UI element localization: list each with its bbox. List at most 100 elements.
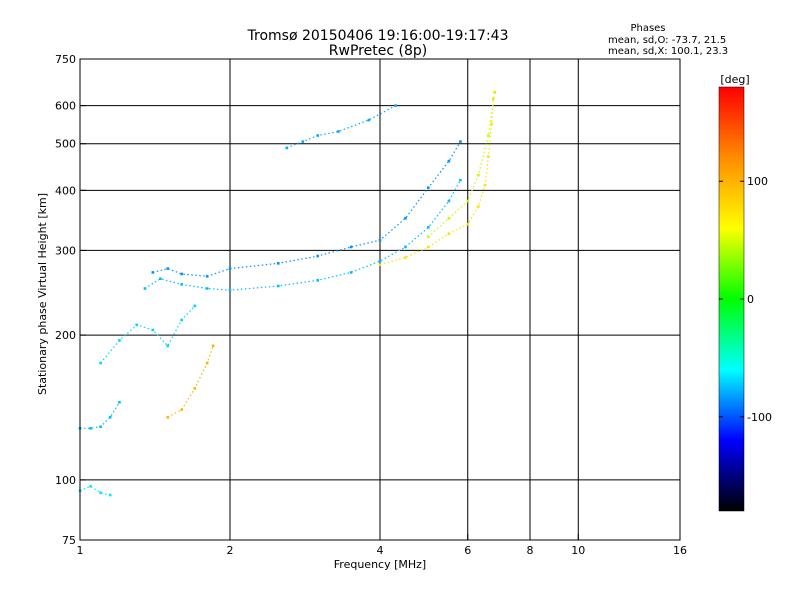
- trace: [143, 178, 462, 292]
- plot-grid: [80, 59, 680, 540]
- x-tick-label: 2: [227, 544, 234, 557]
- echo-point: [378, 259, 382, 263]
- echo-point: [459, 140, 462, 143]
- echo-point: [211, 344, 215, 348]
- echo-point: [180, 318, 184, 322]
- echo-point: [159, 277, 162, 281]
- trace-line: [152, 141, 461, 277]
- echo-point: [99, 361, 102, 365]
- colorbar-tick-label: -100: [747, 411, 772, 424]
- trace: [78, 400, 121, 430]
- echo-point: [493, 90, 497, 94]
- colorbar-ticks: 100 0 -100: [719, 175, 772, 424]
- echo-point: [99, 425, 102, 429]
- echo-point: [316, 254, 320, 258]
- echo-point: [89, 427, 92, 430]
- echo-point: [483, 183, 487, 187]
- echo-point: [447, 199, 451, 203]
- echo-point: [394, 104, 397, 107]
- trace: [78, 484, 112, 497]
- y-tick-label: 300: [55, 244, 76, 257]
- x-tick-label: 6: [464, 544, 471, 557]
- x-tick-label: 10: [571, 544, 585, 557]
- echo-point: [301, 140, 305, 143]
- echo-point: [193, 304, 197, 308]
- x-axis-label: Frequency [MHz]: [334, 558, 426, 571]
- echo-point: [205, 361, 209, 365]
- echo-point: [180, 283, 184, 286]
- echo-point: [180, 408, 184, 411]
- echo-point: [349, 245, 353, 249]
- y-tick-label: 200: [55, 329, 76, 342]
- echo-point: [285, 146, 289, 150]
- echo-point: [316, 134, 320, 137]
- phases-stats-o: mean, sd,O: -73.7, 21.5: [608, 35, 726, 46]
- trace: [285, 104, 397, 150]
- echo-point: [447, 159, 451, 163]
- echo-point: [477, 173, 480, 177]
- chart-title: Tromsø 20150406 19:16:00-19:17:43: [247, 28, 509, 44]
- echo-point: [228, 267, 232, 270]
- echo-point: [89, 484, 92, 488]
- echo-point: [316, 279, 320, 282]
- echo-point: [180, 272, 184, 276]
- echo-point: [378, 263, 382, 267]
- echo-point: [459, 178, 462, 182]
- echo-point: [166, 415, 170, 419]
- echo-point: [490, 122, 493, 126]
- echo-point: [205, 275, 209, 278]
- trace: [151, 140, 462, 278]
- x-tick-label: 8: [527, 544, 534, 557]
- echo-point: [487, 155, 490, 158]
- y-tick-label: 75: [62, 534, 76, 547]
- trace: [378, 97, 495, 267]
- x-tick-label: 16: [673, 544, 687, 557]
- chart-subtitle: RwPretec (8p): [329, 43, 427, 59]
- echo-point: [491, 97, 495, 101]
- echo-point: [426, 186, 430, 190]
- echo-point: [99, 491, 102, 495]
- echo-point: [108, 415, 112, 419]
- echo-point: [205, 287, 209, 290]
- trace-line: [100, 305, 196, 364]
- echo-point: [404, 245, 407, 249]
- echo-point: [151, 328, 155, 332]
- echo-point: [487, 134, 490, 137]
- y-tick-label: 600: [55, 100, 76, 113]
- echo-point: [447, 216, 451, 220]
- y-axis-label: Stationary phase Virtual Height [km]: [36, 193, 49, 395]
- trace-line: [427, 92, 496, 238]
- y-axis-ticks: 75 100 200 300 400 500 600 750: [55, 53, 86, 547]
- trace: [426, 90, 497, 239]
- echo-point: [228, 288, 232, 292]
- phases-stats-x: mean, sd,X: 100.1, 23.3: [608, 46, 728, 57]
- plot-points: [78, 90, 497, 497]
- echo-point: [466, 199, 470, 203]
- y-tick-label: 400: [55, 184, 76, 197]
- echo-point: [447, 232, 451, 235]
- echo-point: [166, 344, 170, 348]
- colorbar-label: [deg]: [720, 73, 749, 86]
- echo-point: [151, 271, 155, 274]
- echo-point: [426, 245, 430, 249]
- x-tick-label: 4: [377, 544, 384, 557]
- trace-line: [286, 105, 396, 149]
- echo-point: [367, 118, 371, 122]
- y-tick-label: 100: [55, 474, 76, 487]
- echo-point: [337, 130, 340, 133]
- echo-point: [349, 271, 353, 274]
- echo-point: [477, 205, 480, 208]
- trace-line: [379, 98, 494, 266]
- colorbar-tick-label: 100: [747, 175, 768, 188]
- trace: [166, 344, 215, 419]
- y-tick-label: 750: [55, 53, 76, 66]
- echo-point: [118, 400, 121, 404]
- x-tick-label: 1: [77, 544, 84, 557]
- echo-point: [276, 262, 280, 265]
- echo-point: [108, 493, 112, 497]
- phases-heading: Phases: [630, 23, 665, 34]
- trace-line: [79, 485, 111, 496]
- colorbar-tick-label: 0: [747, 293, 754, 306]
- echo-point: [426, 226, 430, 229]
